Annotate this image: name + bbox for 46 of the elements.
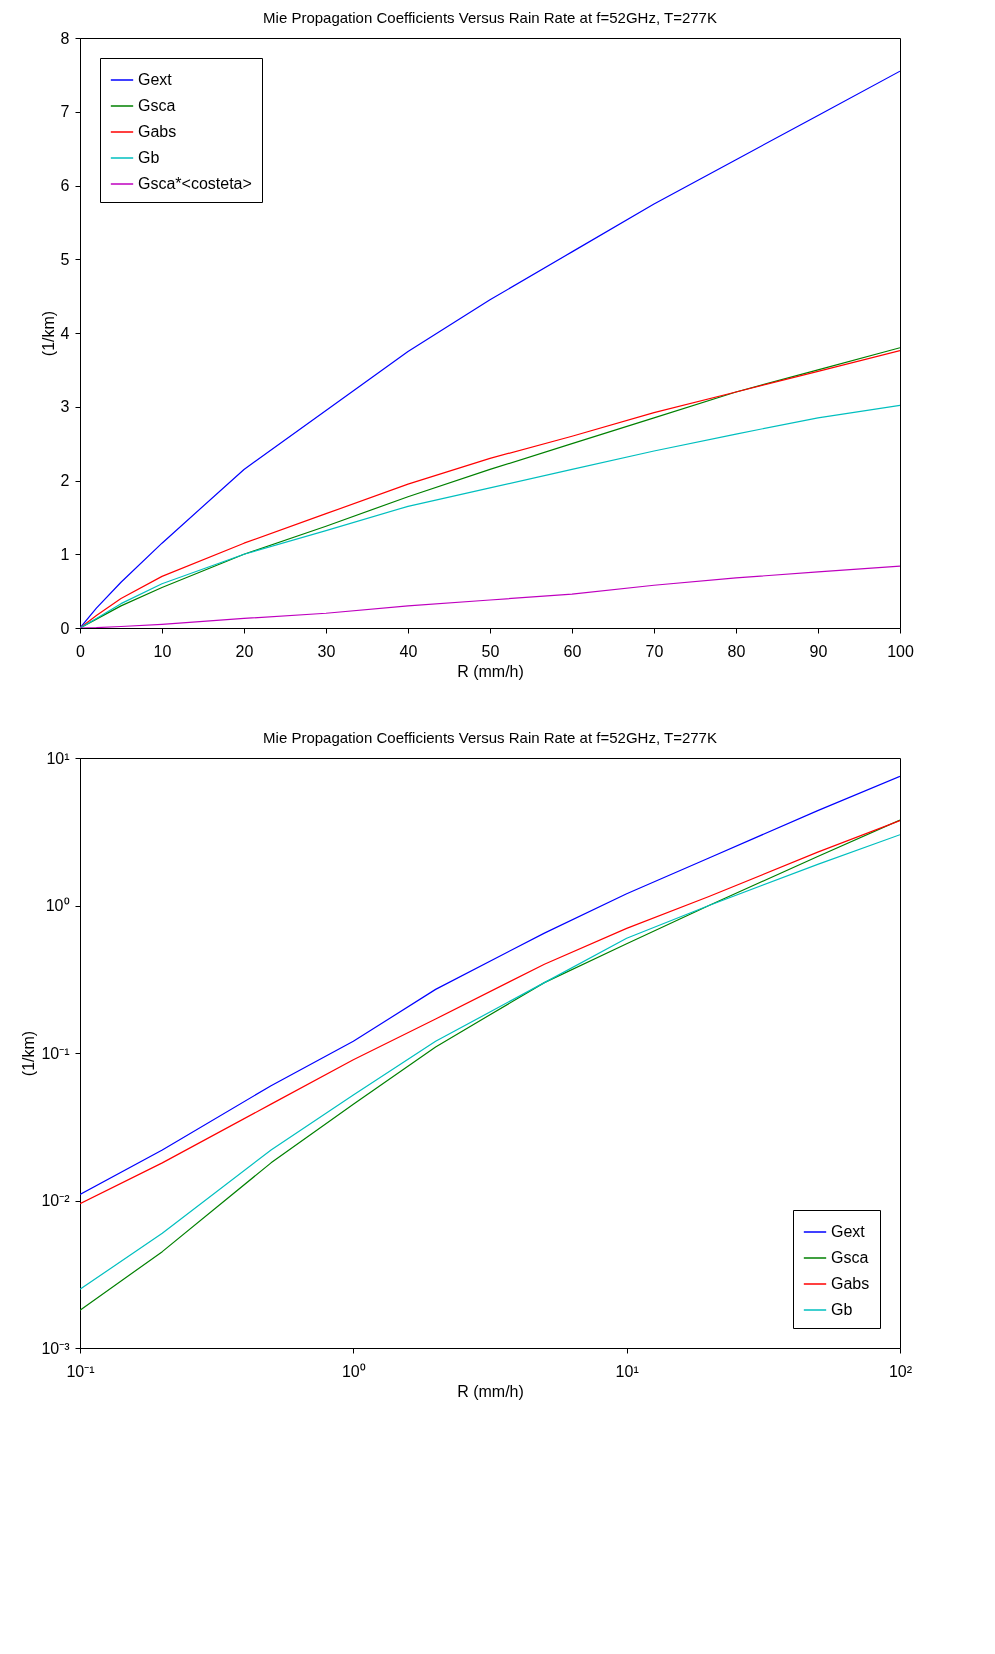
x-tick-label: 20 bbox=[235, 642, 254, 660]
legend-label: Gext bbox=[831, 1223, 866, 1240]
chart-title: Mie Propagation Coefficients Versus Rain Rate at f=52GHz, T=277K bbox=[263, 729, 717, 746]
legend-label: Gsca bbox=[831, 1249, 869, 1266]
y-tick-label: 10⁰ bbox=[45, 897, 70, 914]
legend-label: Gb bbox=[138, 149, 160, 166]
legend-label: Gsca bbox=[138, 97, 176, 114]
x-tick-label: 0 bbox=[76, 642, 86, 660]
y-tick-label: 1 bbox=[60, 545, 70, 563]
x-axis-title: R (mm/h) bbox=[457, 1382, 524, 1400]
legend-label: Gabs bbox=[831, 1275, 870, 1292]
x-axis-title: R (mm/h) bbox=[457, 662, 524, 680]
x-tick-label: 10 bbox=[153, 642, 172, 660]
y-tick-label: 3 bbox=[60, 398, 70, 416]
x-tick-label: 50 bbox=[481, 642, 500, 660]
x-tick-label: 10² bbox=[888, 1362, 913, 1380]
y-axis-title: (1/km) bbox=[20, 1030, 38, 1077]
x-tick-label: 60 bbox=[563, 642, 582, 660]
y-tick-label: 6 bbox=[60, 177, 70, 194]
y-tick-label: 5 bbox=[60, 250, 70, 268]
x-tick-label: 70 bbox=[645, 642, 664, 660]
y-tick-label: 2 bbox=[60, 472, 70, 489]
y-tick-label: 0 bbox=[60, 619, 70, 637]
legend-label: Gsca*<costeta> bbox=[138, 175, 252, 192]
y-tick-label: 10⁻² bbox=[41, 1192, 71, 1209]
legend-label: Gb bbox=[831, 1301, 853, 1318]
x-tick-label: 40 bbox=[399, 642, 418, 660]
line-series bbox=[80, 565, 900, 628]
line-series bbox=[80, 70, 900, 628]
y-axis-title: (1/km) bbox=[39, 310, 57, 357]
y-tick-label: 8 bbox=[60, 29, 70, 47]
y-tick-label: 10⁻¹ bbox=[41, 1044, 70, 1062]
y-tick-label: 4 bbox=[60, 324, 70, 342]
y-tick-label: 10¹ bbox=[46, 749, 70, 767]
chart-title: Mie Propagation Coefficients Versus Rain Rate at f=52GHz, T=277K bbox=[263, 9, 717, 26]
line-series bbox=[80, 404, 900, 628]
legend-label: Gabs bbox=[138, 123, 177, 140]
x-tick-label: 10⁰ bbox=[341, 1362, 366, 1380]
x-tick-label: 10¹ bbox=[615, 1362, 639, 1380]
legend-label: Gext bbox=[138, 71, 173, 88]
x-tick-label: 80 bbox=[727, 642, 746, 660]
x-tick-label: 30 bbox=[317, 642, 336, 660]
y-tick-label: 7 bbox=[60, 103, 70, 121]
x-tick-label: 90 bbox=[809, 642, 828, 660]
y-tick-label: 10⁻³ bbox=[41, 1339, 71, 1357]
x-tick-label: 100 bbox=[887, 642, 914, 660]
